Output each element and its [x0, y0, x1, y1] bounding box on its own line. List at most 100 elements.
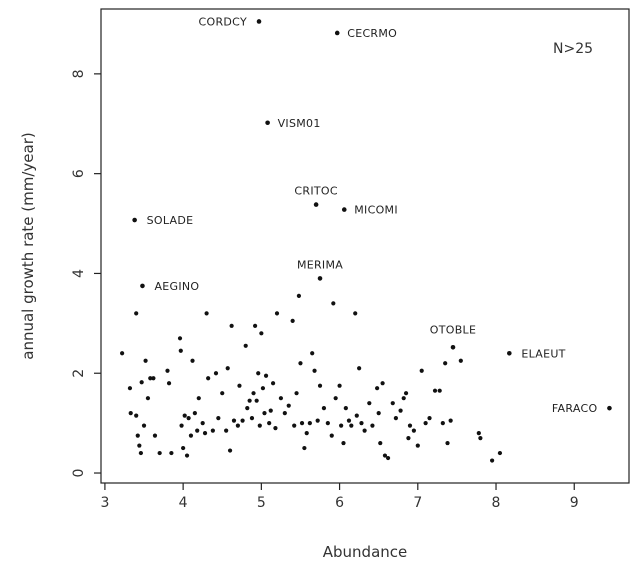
point-label: CORDCY [199, 15, 247, 28]
point-label: OTOBLE [430, 323, 476, 336]
point-label: MERIMA [297, 258, 343, 271]
data-point [227, 448, 233, 453]
data-point [267, 421, 272, 426]
data-point [443, 361, 448, 366]
data-point [224, 428, 229, 433]
data-point [357, 366, 362, 371]
data-point [256, 371, 261, 376]
data-point [437, 388, 442, 393]
data-point [134, 413, 139, 418]
data-point [134, 311, 139, 316]
data-point [141, 423, 147, 428]
labeled-data-point [507, 350, 512, 356]
data-point [184, 453, 190, 458]
data-point [202, 431, 208, 436]
data-point [380, 381, 385, 386]
x-tick-label: 7 [413, 495, 422, 511]
data-point [312, 368, 317, 373]
x-axis-title: Abundance [323, 543, 408, 561]
data-point [367, 401, 372, 406]
data-point [382, 453, 388, 458]
labeled-data-point [265, 120, 270, 126]
data-point [245, 406, 250, 411]
point-label: AEGINO [154, 280, 199, 293]
data-point [292, 423, 297, 428]
data-point [478, 435, 483, 441]
data-point [393, 416, 398, 421]
data-point [398, 408, 403, 413]
data-point [403, 391, 409, 396]
data-point [407, 423, 413, 428]
data-point [145, 396, 151, 401]
point-label: ELAEUT [521, 347, 565, 360]
data-point [251, 391, 256, 396]
data-point [274, 311, 280, 316]
data-point [329, 433, 334, 438]
data-point [127, 386, 133, 391]
data-point [448, 418, 453, 423]
data-point [302, 445, 307, 451]
data-point [262, 411, 267, 416]
data-point [440, 421, 445, 426]
data-point [337, 383, 342, 388]
data-point [349, 423, 354, 428]
data-point-labels: CORDCY CECRMO VISM01 CRITOC MICOMI SOLADE MERI… [147, 15, 598, 415]
point-label: MICOMI [354, 204, 398, 217]
data-point [178, 348, 183, 353]
data-point [304, 431, 309, 436]
data-point [294, 391, 299, 396]
data-point [139, 380, 144, 385]
data-point [206, 376, 211, 381]
point-label: SOLADE [147, 214, 194, 227]
y-axis-title: annual growth rate (mm/year) [19, 132, 37, 359]
point-label: VISM01 [278, 117, 321, 130]
data-point [378, 440, 383, 446]
data-point [390, 401, 395, 406]
data-point [370, 423, 375, 428]
data-point [235, 423, 240, 428]
data-point [282, 411, 287, 416]
data-point [299, 421, 305, 426]
point-label: CECRMO [347, 27, 397, 40]
labeled-data-point [132, 217, 137, 223]
data-point [333, 396, 338, 401]
data-point [286, 403, 291, 408]
x-tick-label: 4 [179, 495, 188, 511]
data-point [375, 386, 380, 391]
data-point [120, 351, 125, 356]
data-point [190, 358, 195, 363]
data-point [307, 421, 312, 426]
data-point [259, 331, 264, 336]
data-point [359, 421, 364, 426]
data-point [213, 371, 219, 376]
data-point [196, 396, 201, 401]
data-point [243, 343, 248, 348]
data-point [240, 418, 245, 423]
data-point [278, 396, 284, 401]
data-point [445, 440, 450, 446]
data-point [315, 418, 320, 423]
x-tick-label: 6 [335, 495, 344, 511]
data-point [376, 411, 381, 416]
data-point [298, 361, 303, 366]
data-point [188, 433, 194, 438]
data-point [252, 323, 258, 328]
data-point [148, 376, 153, 381]
y-tick-label: 4 [71, 269, 87, 278]
labeled-data-point [313, 202, 319, 207]
data-point [151, 376, 156, 381]
data-point [476, 431, 481, 436]
labeled-data-point [341, 207, 347, 212]
data-point [254, 398, 259, 403]
data-point [157, 450, 162, 456]
data-point [353, 311, 358, 316]
data-point [229, 323, 234, 328]
y-tick-label: 2 [71, 369, 87, 378]
data-point [415, 443, 420, 448]
data-point [200, 421, 205, 426]
data-point [296, 293, 302, 298]
data-point [138, 450, 143, 456]
data-point [432, 388, 438, 393]
